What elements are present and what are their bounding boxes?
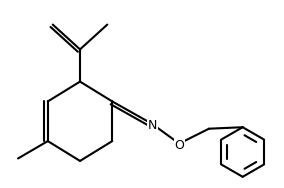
Text: N: N: [148, 119, 157, 132]
Text: O: O: [175, 139, 185, 152]
